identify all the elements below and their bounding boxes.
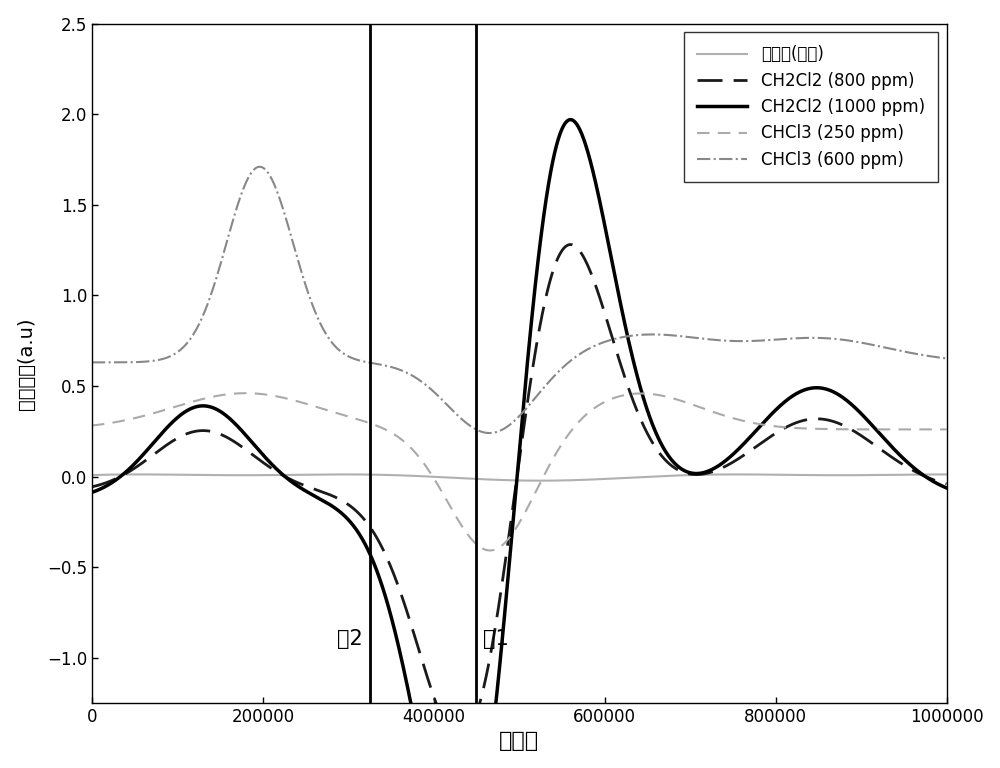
CHCl3 (600 ppm)	[832, 335, 844, 344]
CH2Cl2 (1000 ppm)	[924, 475, 936, 485]
CH2Cl2 (800 ppm)	[454, 734, 466, 743]
Legend: 背景值(氮气), CH2Cl2 (800 ppm), CH2Cl2 (1000 ppm), CHCl3 (250 ppm), CHCl3 (600 ppm): 背景值(氮气), CH2Cl2 (800 ppm), CH2Cl2 (1000 …	[684, 32, 938, 182]
Y-axis label: 光谱强度(a.u): 光谱强度(a.u)	[17, 317, 36, 409]
CH2Cl2 (800 ppm)	[183, 429, 195, 438]
CH2Cl2 (800 ppm)	[832, 419, 844, 428]
Line: CH2Cl2 (800 ppm): CH2Cl2 (800 ppm)	[92, 244, 947, 739]
背景值(氮气)	[451, 473, 463, 482]
Line: CHCl3 (600 ppm): CHCl3 (600 ppm)	[92, 167, 947, 433]
CH2Cl2 (1000 ppm)	[414, 743, 426, 752]
Line: CHCl3 (250 ppm): CHCl3 (250 ppm)	[92, 393, 947, 551]
CHCl3 (250 ppm)	[234, 389, 246, 398]
CH2Cl2 (800 ppm)	[564, 240, 576, 249]
背景值(氮气)	[414, 472, 426, 481]
CH2Cl2 (1000 ppm)	[941, 483, 953, 492]
CH2Cl2 (800 ppm)	[451, 734, 463, 743]
CHCl3 (250 ppm)	[414, 454, 426, 463]
CHCl3 (250 ppm)	[484, 546, 496, 555]
CH2Cl2 (1000 ppm)	[183, 405, 195, 414]
CHCl3 (600 ppm)	[234, 193, 246, 202]
CHCl3 (600 ppm)	[451, 410, 463, 419]
背景值(氮气)	[132, 470, 144, 479]
CHCl3 (600 ppm)	[183, 336, 195, 345]
Text: 线2: 线2	[337, 629, 363, 649]
CH2Cl2 (1000 ppm)	[86, 488, 98, 497]
背景值(氮气)	[534, 476, 546, 485]
CHCl3 (250 ppm)	[240, 389, 252, 398]
CHCl3 (250 ppm)	[86, 421, 98, 430]
CHCl3 (250 ppm)	[832, 425, 844, 434]
背景值(氮气)	[941, 470, 953, 479]
Text: 线1: 线1	[483, 629, 509, 649]
背景值(氮气)	[234, 471, 246, 480]
CH2Cl2 (1000 ppm)	[564, 115, 576, 124]
CH2Cl2 (1000 ppm)	[832, 390, 844, 399]
Line: CH2Cl2 (1000 ppm): CH2Cl2 (1000 ppm)	[92, 120, 947, 768]
CHCl3 (250 ppm)	[451, 514, 463, 523]
背景值(氮气)	[924, 470, 936, 479]
X-axis label: 数据点: 数据点	[499, 731, 539, 751]
CH2Cl2 (1000 ppm)	[234, 424, 246, 433]
CH2Cl2 (800 ppm)	[414, 647, 426, 657]
CH2Cl2 (800 ppm)	[234, 441, 246, 450]
CH2Cl2 (800 ppm)	[941, 479, 953, 488]
CHCl3 (600 ppm)	[254, 162, 266, 171]
CHCl3 (250 ppm)	[941, 425, 953, 434]
CHCl3 (600 ppm)	[86, 358, 98, 367]
背景值(氮气)	[184, 470, 196, 479]
CH2Cl2 (800 ppm)	[924, 474, 936, 483]
背景值(氮气)	[832, 471, 844, 480]
Line: 背景值(氮气): 背景值(氮气)	[92, 475, 947, 481]
CHCl3 (600 ppm)	[924, 352, 936, 361]
背景值(氮气)	[86, 471, 98, 480]
CHCl3 (600 ppm)	[941, 354, 953, 363]
CHCl3 (600 ppm)	[414, 376, 426, 385]
CH2Cl2 (800 ppm)	[86, 482, 98, 492]
CHCl3 (250 ppm)	[183, 398, 195, 407]
CHCl3 (600 ppm)	[483, 429, 495, 438]
CHCl3 (250 ppm)	[924, 425, 936, 434]
